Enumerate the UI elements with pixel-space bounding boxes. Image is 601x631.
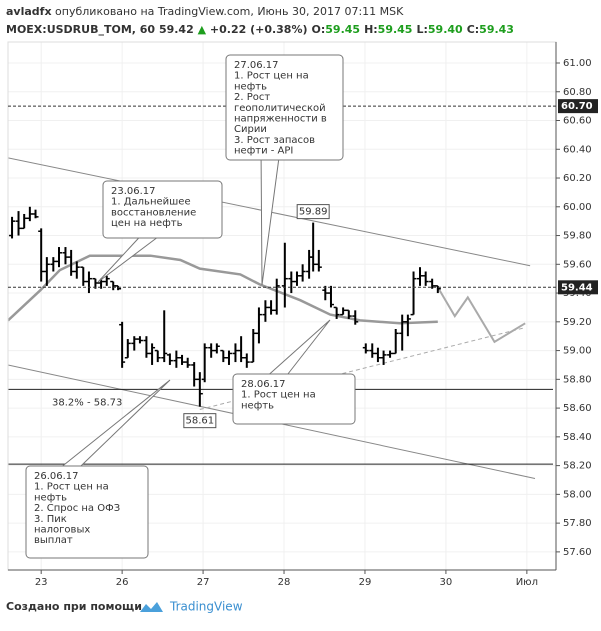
ohlc-value: 59.43 <box>479 23 514 36</box>
ohlc-value: 59.40 <box>428 23 463 36</box>
callout-text: 23.06.17 <box>111 186 156 197</box>
callout-box <box>232 373 356 425</box>
price-tag-label: 60.70 <box>561 101 593 112</box>
callout-text: 28.06.17 <box>241 379 286 390</box>
callout-box <box>225 54 344 161</box>
callout-text: нефть <box>234 81 267 92</box>
author[interactable]: avladfx <box>6 5 52 18</box>
ohlc-key: L: <box>416 23 427 36</box>
price-label: 58.61 <box>186 416 215 427</box>
callout-pointer <box>260 159 280 286</box>
last: 59.42 <box>159 23 194 36</box>
callout-text: 3. Пик <box>34 514 67 525</box>
y-tick-label: 58.80 <box>563 374 592 385</box>
y-tick-label: 59.60 <box>563 259 592 270</box>
projection <box>436 286 526 344</box>
symbol-line: MOEX:USDRUB_TOM, 60 59.42 ▲ +0.22 (+0.38… <box>6 23 514 36</box>
y-tick-label: 61.00 <box>563 58 592 69</box>
change: +0.22 (+0.38%) <box>210 23 308 36</box>
callout-text: напряженности в <box>234 114 327 125</box>
callout-text: нефть <box>241 400 274 411</box>
price-tag-label: 59.44 <box>561 282 593 293</box>
callout-pointer <box>97 237 157 283</box>
ohlc-key: H: <box>364 23 378 36</box>
callout-text: 3. Рост запасов <box>234 135 315 146</box>
callout-pointer <box>62 379 171 467</box>
symbol: MOEX:USDRUB_TOM, 60 <box>6 23 155 36</box>
callout-text: налоговых <box>34 525 90 536</box>
y-tick-label: 60.40 <box>563 144 592 155</box>
x-tick-label: 23 <box>35 577 48 588</box>
ohlc-value: 59.45 <box>378 23 413 36</box>
callout-text: нефти - API <box>234 146 293 157</box>
x-tick-label: 26 <box>116 577 129 588</box>
arrow: ▲ <box>198 23 207 36</box>
callout-text: 2. Рост <box>234 92 270 103</box>
chart: 57.60 57.80 58.00 58.20 58.40 58.60 58.80 59.00… <box>7 41 598 588</box>
y-tick-label: 57.60 <box>563 547 592 558</box>
callout-text: 1. Рост цен на <box>241 390 316 401</box>
y-tick-label: 59.00 <box>563 346 592 357</box>
y-tick-label: 59.80 <box>563 231 592 242</box>
callout-text: 2. Спрос на ОФЗ <box>34 503 120 514</box>
callout-text: 1. Рост цен на <box>234 71 309 82</box>
callout-text: нефть <box>34 492 67 503</box>
x-tick-label: 28 <box>278 577 291 588</box>
callout-text: Сирии <box>234 124 267 135</box>
callout-text: 27.06.17 <box>234 60 279 71</box>
callout-pointer <box>269 319 331 375</box>
x-tick-label: 27 <box>197 577 210 588</box>
callout-box <box>102 180 223 239</box>
y-tick-label: 58.20 <box>563 461 592 472</box>
callout-text: цен на нефть <box>111 218 183 229</box>
logo[interactable] <box>140 602 163 612</box>
callout-text: 26.06.17 <box>34 471 79 482</box>
x-tick-label: Июл <box>516 577 538 588</box>
moving-average <box>8 254 438 325</box>
price-label-box <box>183 413 217 429</box>
y-tick-label: 58.40 <box>563 432 592 443</box>
header-line: avladfx опубликовано на TradingView.com,… <box>6 5 404 18</box>
x-tick-label: 30 <box>440 577 453 588</box>
ohlc-value: 59.45 <box>325 23 360 36</box>
published: опубликовано на TradingView.com, Июнь 30… <box>55 5 404 18</box>
callout-text: геополитической <box>234 103 326 114</box>
price-tag <box>558 99 598 114</box>
y-tick-label: 57.80 <box>563 518 592 529</box>
y-tick-label: 59.20 <box>563 317 592 328</box>
y-tick-label: 58.60 <box>563 403 592 414</box>
footer-brand[interactable]: TradingView <box>169 600 243 614</box>
y-tick-label: 58.00 <box>563 489 592 500</box>
ohlc-key: O: <box>312 23 326 36</box>
callout-text: 1. Рост цен на <box>34 482 109 493</box>
footer-created: Создано при помощи <box>6 600 142 613</box>
level-label: 38.2% - 58.73 <box>52 397 122 408</box>
callout-box <box>25 465 149 559</box>
price-tag <box>558 280 598 295</box>
price-label-box <box>296 204 330 220</box>
y-tick-label: 60.00 <box>563 202 592 213</box>
price-label: 59.89 <box>299 207 328 218</box>
callout-text: 1. Дальнейшее <box>111 197 191 208</box>
callout-text: восстановление <box>111 207 196 218</box>
ohlc-key: C: <box>467 23 479 36</box>
callout-text: выплат <box>34 535 73 546</box>
y-tick-label: 60.60 <box>563 116 592 127</box>
x-tick-label: 29 <box>359 577 372 588</box>
y-tick-label: 60.20 <box>563 173 592 184</box>
y-tick-label: 60.80 <box>563 87 592 98</box>
